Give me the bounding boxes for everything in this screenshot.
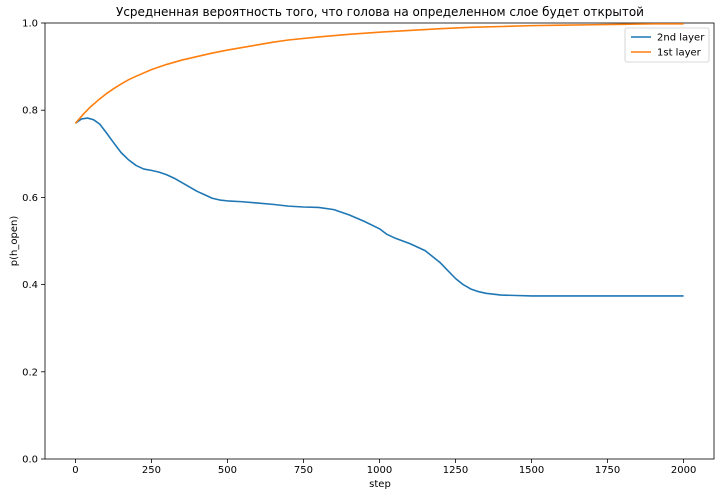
legend-label: 2nd layer <box>657 33 705 44</box>
x-tick-label: 1250 <box>443 465 468 476</box>
x-tick-label: 0 <box>72 465 78 476</box>
legend-label: 1st layer <box>657 48 702 59</box>
plot-frame <box>44 22 715 460</box>
x-tick-label: 750 <box>294 465 313 476</box>
x-tick-label: 1750 <box>595 465 620 476</box>
legend: 2nd layer 1st layer <box>624 27 710 63</box>
y-tick-label: 0.2 <box>22 367 38 378</box>
plot-area <box>44 22 715 460</box>
y-axis-label: p(h_open) <box>9 216 20 267</box>
x-tick-label: 1500 <box>519 465 544 476</box>
y-tick-label: 0.8 <box>22 106 38 117</box>
x-axis-label: step <box>369 479 391 490</box>
x-tick-label: 1000 <box>367 465 392 476</box>
y-axis: 0.0 0.2 0.4 0.6 0.8 1.0 <box>22 19 45 466</box>
chart-title: Усредненная вероятность того, что голова… <box>116 5 644 19</box>
x-tick-label: 250 <box>142 465 161 476</box>
series-line-1 <box>74 117 684 297</box>
y-tick-label: 0.6 <box>22 193 38 204</box>
y-tick-label: 0.0 <box>22 455 38 466</box>
series-group <box>74 23 684 297</box>
x-axis: 0 250 500 750 1000 1250 1500 1750 2000 <box>72 459 696 476</box>
y-tick-label: 0.4 <box>22 280 38 291</box>
x-tick-label: 2000 <box>671 465 696 476</box>
x-tick-label: 500 <box>218 465 237 476</box>
series-line-2 <box>74 23 684 124</box>
y-tick-label: 1.0 <box>22 19 38 30</box>
